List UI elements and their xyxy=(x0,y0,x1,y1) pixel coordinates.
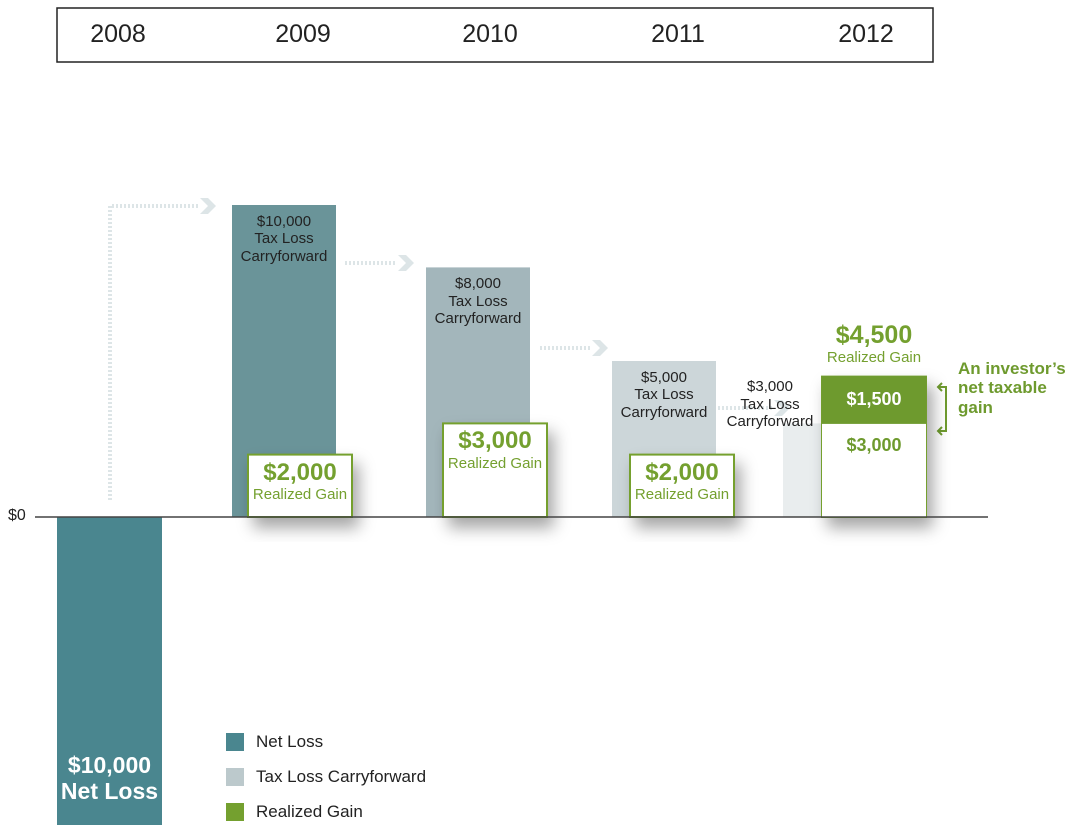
gain-name: Realized Gain xyxy=(252,486,348,504)
carryforward-label: $5,000 Tax Loss Carryforward xyxy=(612,369,716,421)
gain-name: Realized Gain xyxy=(634,486,730,504)
net-loss-bar xyxy=(57,517,162,825)
carryforward-value: $5,000 xyxy=(641,369,687,386)
legend-swatch xyxy=(226,733,244,751)
year-label: 2012 xyxy=(806,20,926,49)
gain-part xyxy=(821,376,927,424)
y-tick-text: $0 xyxy=(8,507,26,524)
net-loss-value: $10,000 xyxy=(67,752,152,778)
year-text: 2008 xyxy=(90,20,146,48)
annotation: An investor’s net taxable gain xyxy=(958,359,1070,418)
gain-value: $3,000 xyxy=(458,427,532,455)
annotation-text: An investor’s net taxable gain xyxy=(958,358,1066,417)
gain-value: $2,000 xyxy=(263,458,337,486)
y-tick-label: $0 xyxy=(8,507,38,525)
gain-part xyxy=(822,423,926,517)
year-text: 2009 xyxy=(275,20,331,48)
gain-part-label: $3,000 xyxy=(822,435,926,456)
gain-value: $4,500 xyxy=(835,320,913,349)
carryforward-label: $8,000 Tax Loss Carryforward xyxy=(426,275,530,327)
legend-swatch xyxy=(226,803,244,821)
year-label: 2010 xyxy=(430,20,550,49)
carryforward-label: $10,000 Tax Loss Carryforward xyxy=(232,213,336,265)
carryforward-label: $3,000 Tax Loss Carryforward xyxy=(718,378,822,430)
year-label: 2011 xyxy=(618,20,738,49)
carryforward-name: Tax Loss Carryforward xyxy=(726,395,814,430)
bracket xyxy=(936,382,947,436)
net-loss-label: $10,000 Net Loss xyxy=(57,752,162,805)
year-text: 2011 xyxy=(651,20,705,48)
gain-box xyxy=(629,453,735,519)
gain-total-label: $4,500 Realized Gain xyxy=(814,321,934,367)
net-loss-name: Net Loss xyxy=(60,778,159,805)
legend-label: Tax Loss Carryforward xyxy=(256,767,476,787)
legend-text: Tax Loss Carryforward xyxy=(256,767,427,786)
year-label: 2008 xyxy=(58,20,178,49)
year-text: 2012 xyxy=(838,20,894,48)
gain-label: $3,000 Realized Gain xyxy=(443,427,547,472)
gain-part-value: $3,000 xyxy=(846,435,902,456)
header-box xyxy=(56,7,934,63)
gain-value: $2,000 xyxy=(645,458,719,486)
year-text: 2010 xyxy=(462,20,518,48)
gain-label: $2,000 Realized Gain xyxy=(630,459,734,504)
carryforward-value: $10,000 xyxy=(256,213,312,230)
legend-swatch xyxy=(226,768,244,786)
carryforward-value: $3,000 xyxy=(747,378,793,396)
year-label: 2009 xyxy=(243,20,363,49)
gain-part-label: $1,500 xyxy=(822,389,926,410)
carryforward-name: Tax Loss Carryforward xyxy=(434,292,522,327)
carryforward-value: $8,000 xyxy=(455,275,501,293)
legend-text: Realized Gain xyxy=(256,802,363,821)
carryforward-name: Tax Loss Carryforward xyxy=(620,386,708,421)
carryforward-name: Tax Loss Carryforward xyxy=(240,230,328,265)
legend-label: Net Loss xyxy=(256,732,476,752)
legend-text: Net Loss xyxy=(256,732,324,751)
gain-part-value: $1,500 xyxy=(846,389,902,409)
legend-label: Realized Gain xyxy=(256,802,476,822)
gain-label: $2,000 Realized Gain xyxy=(248,459,352,504)
gain-name: Realized Gain xyxy=(447,454,543,472)
flow-arrows xyxy=(108,204,772,500)
gain-name: Realized Gain xyxy=(826,349,922,367)
arrow-heads xyxy=(200,198,790,416)
